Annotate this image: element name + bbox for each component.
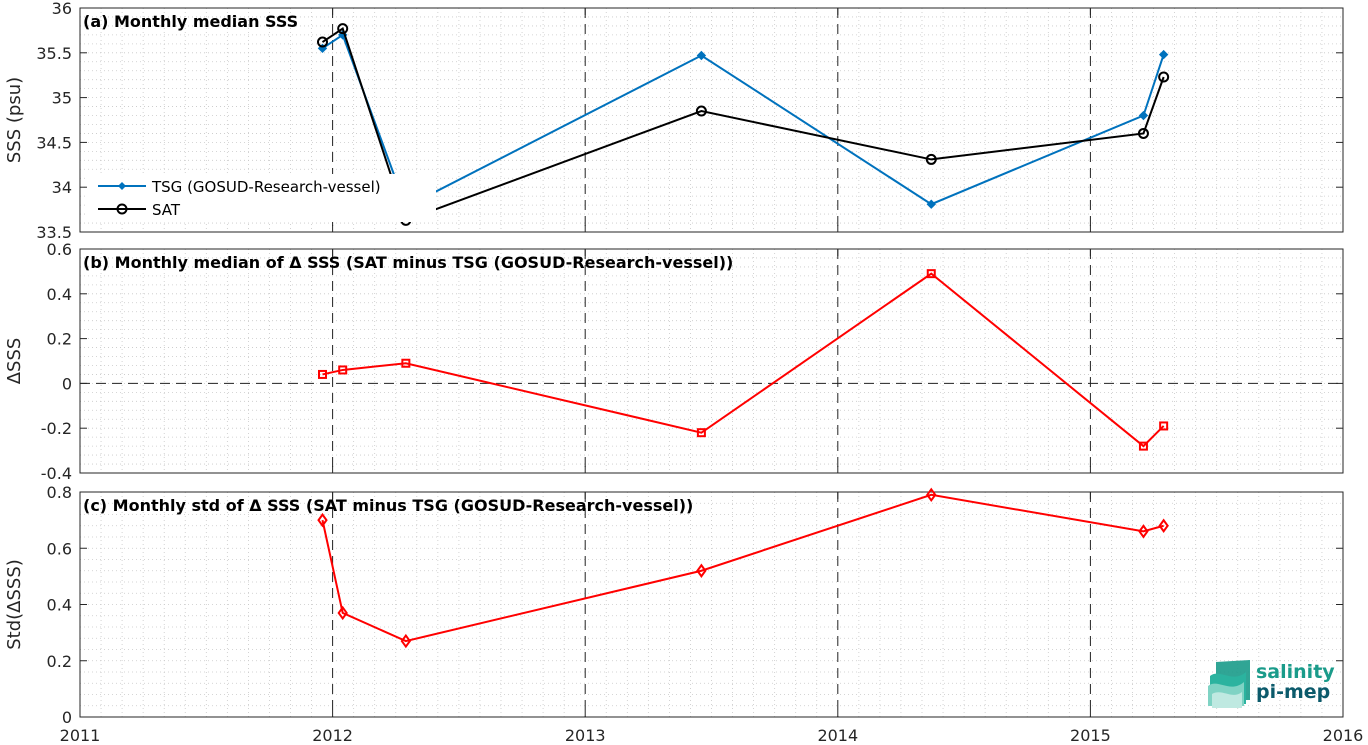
data-point-a-1-4 [925,153,937,165]
y-tick-label: 0.4 [47,596,72,615]
data-point-c-0-3 [696,563,707,578]
y-tick-label: 34.5 [36,133,72,152]
data-point-b-0-4 [926,269,936,279]
panel-title-b: (b) Monthly median of Δ SSS (SAT minus T… [83,253,733,272]
data-point-a-0-4 [926,199,936,209]
data-point-b-0-1 [338,365,348,375]
data-point-a-1-3 [695,105,707,117]
y-tick-label: -0.4 [41,464,72,483]
y-tick-label: 35.5 [36,44,72,63]
salinity-pi-mep-logo: salinity pi-mep [1208,660,1335,708]
wave-logo-icon [1208,660,1250,708]
panel-title-a: (a) Monthly median SSS [83,12,298,31]
y-axis-label-a: SSS (psu) [4,77,25,163]
y-tick-label: 34 [52,178,72,197]
legend-marker-tsg [118,182,126,190]
data-point-a-0-3 [696,50,707,61]
x-tick-label: 2016 [1323,726,1364,745]
y-tick-label: 0.6 [47,240,72,259]
x-tick-labels: 2011 2012 2013 2014 2015 2016 [60,726,1364,745]
legend-label-tsg: TSG (GOSUD-Research-vessel) [151,178,381,196]
x-tick-label: 2015 [1070,726,1111,745]
y-axis-label-b: ΔSSS [4,338,25,385]
x-tick-label: 2012 [312,726,353,745]
data-point-a-0-5 [1138,110,1149,121]
x-tick-label: 2011 [60,726,101,745]
grid-a [80,8,1343,232]
y-axis-label-c: Std(ΔSSS) [4,559,25,650]
y-tick-label: 0 [62,708,72,727]
y-tick-label: 35 [52,89,72,108]
data-point-b-0-2 [401,358,411,368]
y-tick-label: -0.2 [41,419,72,438]
data-point-a-0-6 [1158,49,1169,60]
y-tick-label: 0 [62,374,72,393]
y-tick-label: 36 [52,0,72,18]
y-tick-label: 0.2 [47,330,72,349]
data-point-a-1-6 [1158,71,1170,83]
legend-box [88,174,436,222]
series-line-a-1 [321,27,1165,222]
data-point-b-0-6 [1159,421,1169,431]
logo-text-salinity: salinity [1256,661,1335,683]
axes-frame-b [79,248,1344,474]
data-point-c-0-5 [1138,524,1149,539]
data-point-b-0-0 [317,369,327,379]
y-tick-label: 0.6 [47,539,72,558]
data-point-b-0-5 [1138,441,1148,451]
data-point-a-1-5 [1137,127,1149,139]
grid-b [80,249,1343,473]
data-point-c-0-6 [1158,518,1169,533]
x-tick-label: 2013 [565,726,606,745]
y-tick-label: 33.5 [36,223,72,242]
data-point-c-0-0 [317,512,328,528]
series-line-b-0 [322,272,1165,448]
data-point-a-1-1 [337,23,349,35]
legend-label-sat: SAT [152,201,181,219]
panel-b: -0.4 -0.2 0 0.2 0.4 0.6 ΔSSS (b) Monthly median… [4,240,1344,483]
axes-frame-a [79,7,1344,233]
grid-c [80,492,1343,717]
series-line-c-0 [321,493,1164,643]
panel-c: 0 0.2 0.4 0.6 0.8 Std(ΔSSS) (c) Monthly std of… [4,483,1344,727]
data-point-c-0-2 [400,633,412,649]
data-point-a-1-0 [316,36,328,48]
legend-marker-sat [116,203,128,215]
legend: TSG (GOSUD-Research-vessel) SAT [88,174,436,222]
y-tick-label: 0.8 [47,483,72,502]
y-tick-label: 0.4 [47,285,72,304]
panel-title-c: (c) Monthly std of Δ SSS (SAT minus TSG … [83,496,693,515]
y-tick-label: 0.2 [47,652,72,671]
data-point-c-0-4 [926,487,937,503]
x-tick-label: 2014 [817,726,858,745]
data-point-b-0-3 [696,428,706,438]
logo-text-pi-mep: pi-mep [1256,681,1330,703]
data-point-c-0-1 [337,605,348,621]
